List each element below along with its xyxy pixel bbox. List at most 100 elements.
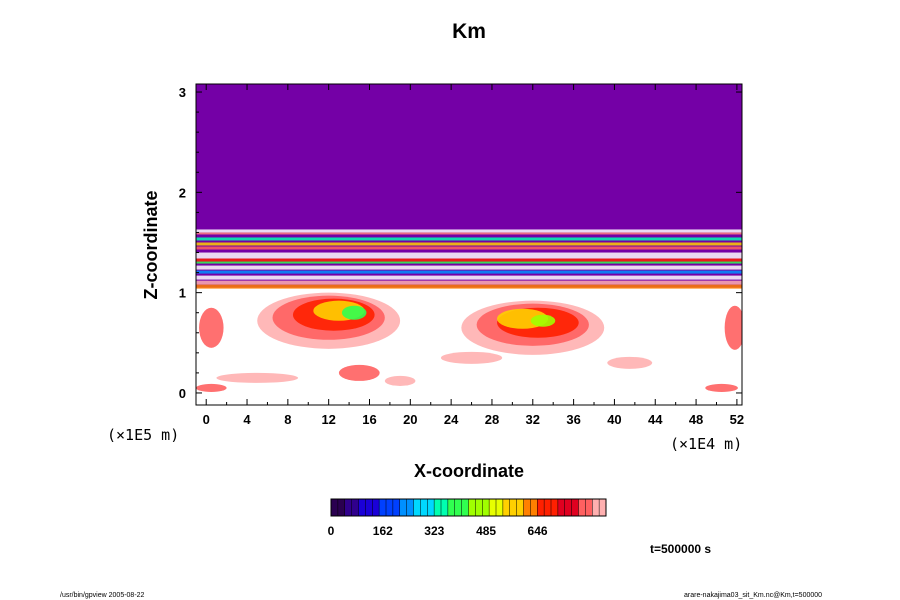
colorbar-cell [544,499,552,516]
field-band [196,275,742,280]
field-plume [338,364,380,381]
colorbar-cell [344,499,352,516]
colorbar-cell [351,499,359,516]
field-plume [199,307,224,348]
field-band [196,229,742,233]
x-tick-label: 28 [485,412,499,427]
x-tick-label: 48 [689,412,703,427]
y-tick-label: 1 [179,286,186,301]
colorbar-cell [489,499,497,516]
colorbar-cell [530,499,538,516]
field-plume [216,372,299,383]
footer-left: /usr/bin/gpview 2005-08-22 [60,592,145,599]
colorbar-cell [571,499,579,516]
y-axis-unit: (×1E5 m) [107,426,179,444]
colorbar-cell [502,499,511,516]
field-band [196,242,742,246]
colorbar-cell [516,499,524,516]
field-band [196,237,742,241]
colorbar-cell [523,499,531,516]
x-tick-label: 16 [362,412,376,427]
y-tick-label: 2 [179,185,186,200]
colorbar-cell [557,499,566,516]
y-tick-label: 3 [179,85,186,100]
colorbar [330,498,607,517]
colorbar-cell [551,499,559,516]
chart-title: Km [452,20,486,43]
colorbar-cell [468,499,476,516]
colorbar-cell [337,499,346,516]
colorbar-tick-label: 162 [373,524,393,538]
field-plume [440,351,503,364]
colorbar-cell [564,499,572,516]
field-band [196,265,742,270]
colorbar-cell [406,499,414,516]
colorbar-cell [399,499,407,516]
field-band [196,246,742,250]
colorbar-cell [585,499,593,516]
x-tick-label: 20 [403,412,417,427]
x-tick-label: 44 [648,412,663,427]
field-band [196,284,742,289]
field-band [196,280,742,285]
colorbar-cell [379,499,387,516]
x-tick-label: 8 [284,412,291,427]
colorbar-tick-label: 323 [424,524,444,538]
colorbar-cell [475,499,483,516]
colorbar-tick-label: 485 [476,524,496,538]
x-tick-label: 52 [730,412,744,427]
colorbar-cell [365,499,373,516]
field-plume [384,375,416,386]
colorbar-cell [386,499,394,516]
colorbar-cell [482,499,490,516]
colorbar-cell [441,499,449,516]
colorbar-tick-label: 0 [328,524,335,538]
colorbar-cell [358,499,366,516]
x-axis-label: X-coordinate [414,461,524,481]
time-annotation: t=500000 s [650,542,711,556]
colorbar-cell [413,499,421,516]
colorbar-cell [578,499,586,516]
colorbar-cell [592,499,600,516]
colorbar-cell [537,499,545,516]
field-plume [607,356,653,369]
footer-right: arare-nakajima03_sit_Km.nc@Km,t=500000 [684,592,822,599]
colorbar-cell [331,499,339,516]
x-tick-label: 4 [243,412,251,427]
colorbar-cell [461,499,469,516]
colorbar-cell [427,499,435,516]
plot-frame [195,83,743,406]
x-axis-unit: (×1E4 m) [670,435,742,453]
field-band [196,258,742,262]
field-band [196,232,742,235]
x-axis: 0 4 8 12 16 20 24 28 32 36 40 44 48 52 [203,84,744,427]
field-plume [705,383,738,392]
x-tick-label: 36 [566,412,580,427]
colorbar-cell [420,499,428,516]
x-tick-label: 40 [607,412,621,427]
field-band [196,261,742,264]
x-tick-label: 12 [321,412,335,427]
field-plume [530,314,556,327]
x-tick-label: 0 [203,412,210,427]
field-plume [724,305,742,350]
field-band [196,252,742,259]
field-plume [196,383,227,392]
colorbar-cell [392,499,401,516]
colorbar-cell [447,499,456,516]
colorbar-ticks: 0 162 323 485 646 [328,524,548,538]
field-band [196,270,742,274]
y-tick-label: 0 [179,386,186,401]
colorbar-cell [372,499,380,516]
colorbar-cell [496,499,504,516]
y-axis-label: Z-coordinate [141,190,161,299]
heatmap-field [196,84,742,405]
x-tick-label: 32 [526,412,540,427]
colorbar-cell [599,499,607,516]
colorbar-frame [330,498,607,517]
field-plume [341,305,367,320]
colorbar-tick-label: 646 [528,524,548,538]
colorbar-cell [434,499,442,516]
colorbar-cell [509,499,517,516]
